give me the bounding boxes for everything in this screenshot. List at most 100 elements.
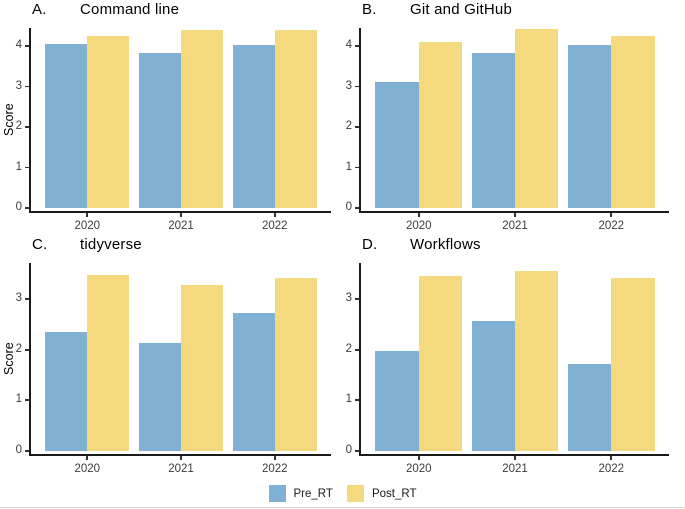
y-tick-label: 3 bbox=[15, 79, 22, 92]
x-tick-label: 2021 bbox=[502, 463, 528, 475]
y-axis-tick bbox=[355, 45, 359, 47]
panel-letter: D. bbox=[362, 236, 378, 253]
y-tick-label: 0 bbox=[345, 201, 352, 213]
bar-pre-rt bbox=[232, 44, 275, 208]
bar-post-rt bbox=[418, 42, 463, 208]
bar-post-rt bbox=[418, 276, 463, 451]
bar-pre-rt bbox=[567, 363, 612, 451]
bar-pre-rt bbox=[471, 52, 515, 208]
y-tick-label: 1 bbox=[345, 160, 352, 173]
y-axis-tick bbox=[355, 298, 359, 300]
bar-pre-rt bbox=[138, 342, 181, 451]
y-axis-tick bbox=[355, 166, 359, 169]
x-axis-tick bbox=[417, 213, 420, 217]
pre-rt-swatch bbox=[268, 485, 286, 502]
y-tick-label: 0 bbox=[15, 444, 22, 456]
y-ticks: 0 1 2 3 bbox=[16, 263, 331, 456]
panel-title-text: Workflows bbox=[410, 236, 481, 253]
y-ticks: 0 1 2 3 4 bbox=[16, 28, 331, 213]
y-axis-tick bbox=[355, 207, 359, 209]
bar-post-rt bbox=[181, 284, 224, 451]
x-tick-label: 2021 bbox=[168, 463, 194, 475]
y-tick-label: 2 bbox=[345, 120, 352, 133]
bar-post-rt bbox=[87, 275, 130, 451]
legend: Pre_RT Post_RT bbox=[0, 485, 685, 502]
y-axis-tick bbox=[355, 85, 359, 88]
x-axis-tick bbox=[514, 213, 516, 217]
x-axis-line bbox=[29, 211, 331, 213]
x-ticks: 2020 2021 2022 bbox=[361, 28, 669, 232]
bar-pre-rt bbox=[375, 81, 419, 208]
y-axis-line bbox=[359, 28, 361, 213]
x-axis-line bbox=[359, 211, 669, 213]
y-axis-tick bbox=[355, 126, 359, 128]
y-axis-tick bbox=[25, 166, 29, 169]
x-axis-line bbox=[29, 454, 331, 456]
bar-post-rt bbox=[515, 270, 559, 451]
y-tick-label: 2 bbox=[345, 342, 352, 355]
bar-pre-rt bbox=[567, 44, 612, 208]
y-tick-label: 2 bbox=[15, 342, 22, 355]
x-tick-label: 2022 bbox=[598, 220, 625, 232]
y-axis-tick bbox=[25, 207, 29, 209]
x-tick-label: 2022 bbox=[598, 463, 625, 475]
x-tick-label: 2022 bbox=[261, 463, 288, 475]
x-axis-tick bbox=[273, 213, 276, 217]
bars-container bbox=[31, 28, 331, 211]
y-axis-label: Score bbox=[2, 342, 16, 375]
x-axis-tick bbox=[180, 456, 182, 460]
panel-git-and-github: B. Git and GitHub 0 1 2 3 4 2020 2021 2022 bbox=[346, 1, 669, 232]
panel-title: A. Command line bbox=[32, 1, 179, 18]
panel-letter: A. bbox=[32, 1, 47, 18]
y-tick-label: 4 bbox=[345, 39, 352, 52]
y-axis-line bbox=[29, 263, 31, 456]
y-axis-tick bbox=[25, 85, 29, 88]
x-ticks: 2020 2021 2022 bbox=[31, 28, 331, 232]
y-tick-label: 2 bbox=[15, 120, 22, 133]
panel-tidyverse: C. tidyverse Score 0 1 2 3 2020 2021 2022 bbox=[2, 236, 331, 475]
legend-label: Post_RT bbox=[371, 487, 417, 500]
legend-item-post-rt: Post_RT bbox=[346, 485, 417, 502]
panel-command-line: A. Command line Score 0 1 2 3 4 2020 2021 2022 bbox=[2, 1, 331, 232]
bar-post-rt bbox=[274, 277, 317, 451]
x-axis-tick bbox=[86, 456, 89, 460]
y-tick-label: 0 bbox=[345, 444, 352, 456]
y-axis-tick bbox=[25, 348, 29, 351]
x-tick-label: 2020 bbox=[74, 463, 101, 475]
y-axis-tick bbox=[355, 348, 359, 351]
panel-title: C. tidyverse bbox=[32, 236, 142, 253]
x-ticks: 2020 2021 2022 bbox=[31, 263, 331, 475]
bar-pre-rt bbox=[138, 52, 181, 208]
y-tick-label: 4 bbox=[15, 39, 22, 52]
post-rt-swatch bbox=[346, 485, 364, 502]
y-tick-label: 1 bbox=[345, 393, 352, 406]
y-axis-tick bbox=[25, 450, 29, 452]
bar-post-rt bbox=[274, 29, 317, 208]
panel-workflows: D. Workflows 0 1 2 3 2020 2021 2022 bbox=[346, 236, 669, 475]
bars-container bbox=[361, 28, 669, 211]
y-tick-label: 3 bbox=[345, 292, 352, 305]
y-axis-label: Score bbox=[2, 103, 16, 136]
y-axis-tick bbox=[25, 298, 29, 300]
y-axis-line bbox=[29, 28, 31, 213]
legend-item-pre-rt: Pre_RT bbox=[268, 485, 333, 502]
x-axis-tick bbox=[86, 213, 89, 217]
bar-pre-rt bbox=[45, 332, 88, 451]
bar-post-rt bbox=[611, 278, 655, 451]
bar-pre-rt bbox=[375, 351, 419, 451]
x-axis-tick bbox=[610, 213, 613, 217]
x-axis-tick bbox=[514, 456, 516, 460]
y-ticks: 0 1 2 3 bbox=[346, 263, 669, 456]
x-tick-label: 2021 bbox=[502, 220, 528, 232]
x-tick-label: 2020 bbox=[74, 220, 101, 232]
x-axis-tick bbox=[610, 456, 613, 460]
y-tick-label: 1 bbox=[15, 393, 22, 406]
y-tick-label: 3 bbox=[345, 79, 352, 92]
x-tick-label: 2021 bbox=[168, 220, 194, 232]
panel-title: B. Git and GitHub bbox=[362, 1, 512, 18]
x-axis-tick bbox=[273, 456, 276, 460]
panel-letter: B. bbox=[362, 1, 377, 18]
panel-title-text: Git and GitHub bbox=[410, 1, 513, 18]
y-tick-label: 1 bbox=[15, 160, 22, 173]
bar-pre-rt bbox=[471, 321, 515, 451]
